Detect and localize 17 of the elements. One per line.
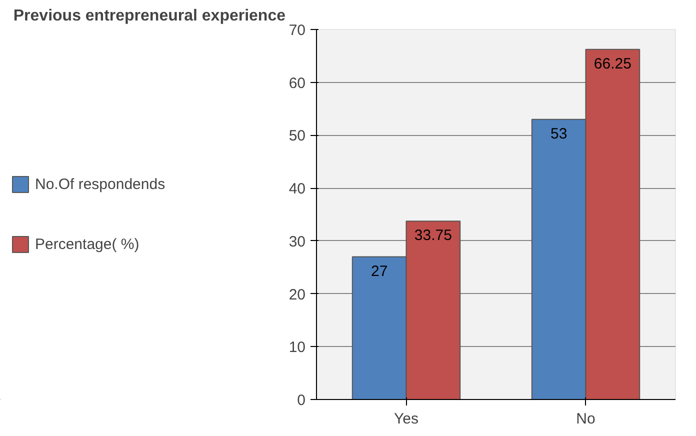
- y-tick-label: 40: [288, 180, 306, 198]
- data-label: 33.75: [414, 227, 452, 244]
- legend-label: No.Of respondends: [35, 176, 166, 192]
- y-tick-label: 50: [288, 128, 306, 145]
- x-tick-label: Yes: [394, 410, 418, 428]
- y-tick-label: 60: [288, 74, 306, 92]
- data-label: 53: [550, 125, 568, 142]
- legend-label: Percentage( %): [35, 236, 140, 252]
- y-tick-label: 10: [288, 339, 306, 356]
- data-label: 66.25: [594, 55, 632, 72]
- text: Previous entrepreneural experience: [13, 8, 286, 24]
- data-label: 27: [370, 262, 388, 280]
- y-tick-label: 70: [288, 22, 306, 39]
- y-tick-label: 0: [297, 392, 306, 409]
- y-tick-label: 20: [288, 286, 306, 304]
- y-tick-label: 30: [288, 233, 306, 250]
- x-tick-label: No: [576, 410, 596, 428]
